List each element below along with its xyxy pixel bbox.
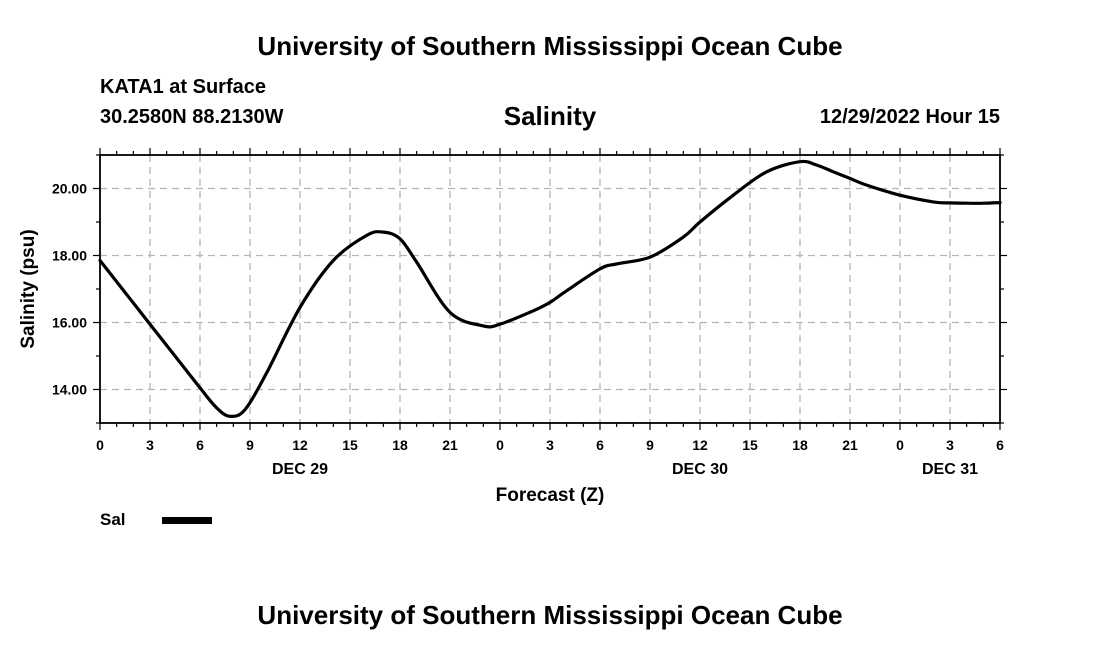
y-tick-label: 14.00: [52, 382, 87, 398]
x-tick-label: 12: [292, 437, 308, 453]
x-tick-label: 6: [996, 437, 1004, 453]
x-tick-label: 18: [792, 437, 808, 453]
y-tick-label: 18.00: [52, 248, 87, 264]
station-coordinates: 30.2580N 88.2130W: [100, 106, 284, 128]
station-label: KATA1 at Surface: [100, 76, 266, 98]
day-label: DEC 29: [272, 461, 328, 478]
y-tick-label: 20.00: [52, 181, 87, 197]
day-label: DEC 30: [672, 461, 728, 478]
x-tick-label: 21: [442, 437, 458, 453]
legend-swatch: [162, 517, 212, 524]
x-tick-label: 15: [342, 437, 358, 453]
x-tick-label: 9: [246, 437, 254, 453]
x-tick-label: 0: [896, 437, 904, 453]
x-tick-label: 6: [596, 437, 604, 453]
x-tick-label: 3: [146, 437, 154, 453]
series-line-sal: [98, 159, 1002, 419]
legend-label: Sal: [100, 510, 126, 529]
x-tick-label: 6: [196, 437, 204, 453]
y-axis-label: Salinity (psu): [18, 229, 39, 348]
page-title: University of Southern Mississippi Ocean…: [257, 31, 843, 61]
x-tick-label: 3: [546, 437, 554, 453]
x-tick-label: 0: [96, 437, 104, 453]
x-tick-label: 15: [742, 437, 758, 453]
x-tick-label: 21: [842, 437, 858, 453]
x-tick-label: 3: [946, 437, 954, 453]
chart-title: Salinity: [503, 101, 597, 131]
x-tick-label: 0: [496, 437, 504, 453]
day-label: DEC 31: [922, 461, 978, 478]
y-tick-label: 16.00: [52, 315, 87, 331]
footer-title: University of Southern Mississippi Ocean…: [257, 600, 843, 630]
x-tick-label: 12: [692, 437, 708, 453]
x-tick-label: 9: [646, 437, 654, 453]
x-axis-label: Forecast (Z): [496, 485, 605, 506]
forecast-datetime: 12/29/2022 Hour 15: [819, 106, 1000, 128]
x-tick-label: 18: [392, 437, 408, 453]
